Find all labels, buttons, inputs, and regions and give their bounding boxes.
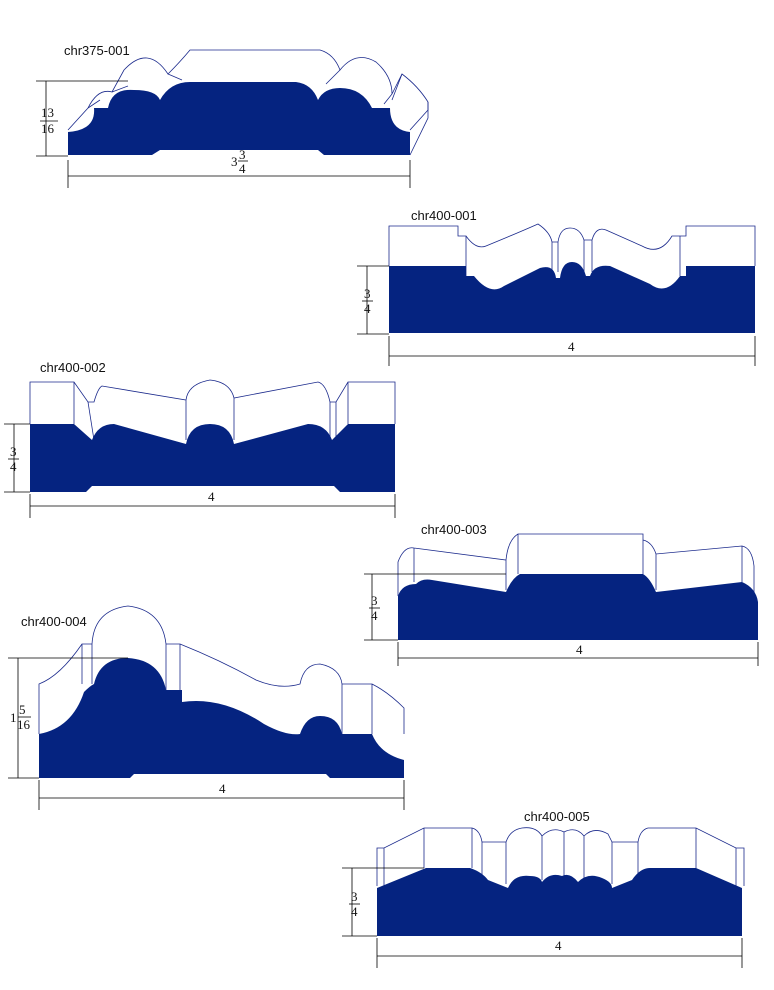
width-value: 4 — [208, 489, 215, 504]
profile-top-outline — [388, 223, 756, 276]
height-denominator: 4 — [10, 459, 17, 474]
width-value: 4 — [576, 642, 583, 657]
profile-code: chr400-001 — [411, 208, 477, 223]
profile-chr400-004: chr400-004 1 5 16 4 — [8, 605, 405, 810]
profile-section — [377, 868, 742, 936]
height-dimension-line — [342, 867, 424, 937]
height-denominator: 4 — [371, 608, 378, 623]
profile-chr400-003: chr400-003 3 4 4 — [364, 522, 759, 666]
height-numerator: 5 — [19, 702, 26, 717]
height-denominator: 4 — [351, 904, 358, 919]
width-value: 4 — [568, 339, 575, 354]
width-whole: 3 — [231, 154, 238, 169]
profile-top-outline — [67, 49, 429, 131]
profile-section — [39, 658, 404, 778]
profile-top-outline — [29, 379, 396, 441]
width-dimension-line — [397, 642, 759, 666]
profile-edge-lines — [87, 69, 403, 109]
height-numerator: 3 — [351, 889, 358, 904]
profile-chr400-002: chr400-002 3 4 4 — [4, 360, 396, 518]
height-dimension-line — [8, 657, 128, 779]
width-denominator: 4 — [239, 161, 246, 176]
profile-top-outline — [376, 827, 745, 886]
height-dimension-line — [364, 573, 506, 641]
width-dimension-line — [29, 494, 396, 518]
width-value: 4 — [555, 938, 562, 953]
profile-chr400-005: chr400-005 3 4 4 — [342, 809, 745, 968]
height-denominator: 16 — [17, 717, 31, 732]
height-dimension-line — [36, 80, 128, 157]
width-dimension-line — [38, 780, 405, 810]
height-whole: 1 — [10, 710, 17, 725]
height-numerator: 13 — [41, 105, 54, 120]
profile-code: chr400-003 — [421, 522, 487, 537]
height-numerator: 3 — [371, 593, 378, 608]
profile-section — [389, 262, 755, 333]
profile-section — [398, 574, 758, 640]
profile-code: chr400-005 — [524, 809, 590, 824]
height-denominator: 4 — [364, 301, 371, 316]
profile-code: chr375-001 — [64, 43, 130, 58]
profile-top-outline — [397, 533, 755, 596]
profile-code: chr400-004 — [21, 614, 87, 629]
width-value: 4 — [219, 781, 226, 796]
profile-chr400-001: chr400-001 3 4 4 — [357, 208, 756, 366]
profile-section — [68, 82, 410, 155]
width-dimension-line — [376, 938, 743, 968]
height-denominator: 16 — [41, 121, 55, 136]
profile-top-outline — [38, 605, 405, 734]
height-numerator: 3 — [10, 444, 17, 459]
profile-chr375-001: chr375-001 13 16 3 3 4 — [36, 43, 429, 188]
height-numerator: 3 — [364, 286, 371, 301]
width-dimension-line — [388, 336, 756, 366]
height-dimension-line — [4, 423, 30, 493]
profile-code: chr400-002 — [40, 360, 106, 375]
profile-side-face — [409, 102, 429, 156]
width-dimension-line — [67, 160, 411, 188]
height-dimension-line — [357, 265, 389, 335]
profile-section — [30, 424, 395, 492]
width-numerator: 3 — [239, 147, 246, 162]
